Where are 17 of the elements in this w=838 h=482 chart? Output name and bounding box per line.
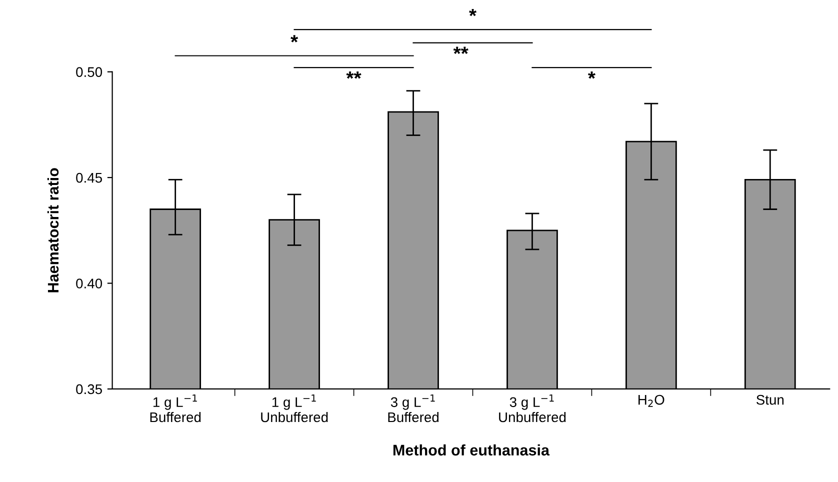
text: * [469, 8, 477, 16]
x-tick-label: 1 g L$^{−1}$ Unbuffered [261, 394, 328, 422]
x-tick-label: 3 g L$^{−1}$ Unbuffered [499, 394, 566, 422]
annotation: * [588, 71, 596, 79]
text: ** [453, 46, 468, 54]
text: * [290, 35, 298, 42]
y-axis-title: Haematocrit ratio [47, 168, 59, 292]
x-tick-label: H$_{2}$O [638, 394, 664, 407]
y-tick-label: 0.45 [76, 172, 102, 183]
annotation: ** [346, 71, 362, 79]
y-tick-label: 0.35 [76, 384, 102, 394]
x-tick-label: 3 g L$^{−1}$ Buffered [388, 394, 438, 422]
y-tick-label: 0.40 [76, 278, 102, 288]
x-axis-title: Method of euthanasia [393, 444, 550, 456]
x-tick-label: Stun [756, 394, 784, 405]
y-tick-label: 0.50 [76, 67, 102, 77]
x-tick-label: 1 g L$^{−1}$ Buffered [150, 394, 201, 422]
